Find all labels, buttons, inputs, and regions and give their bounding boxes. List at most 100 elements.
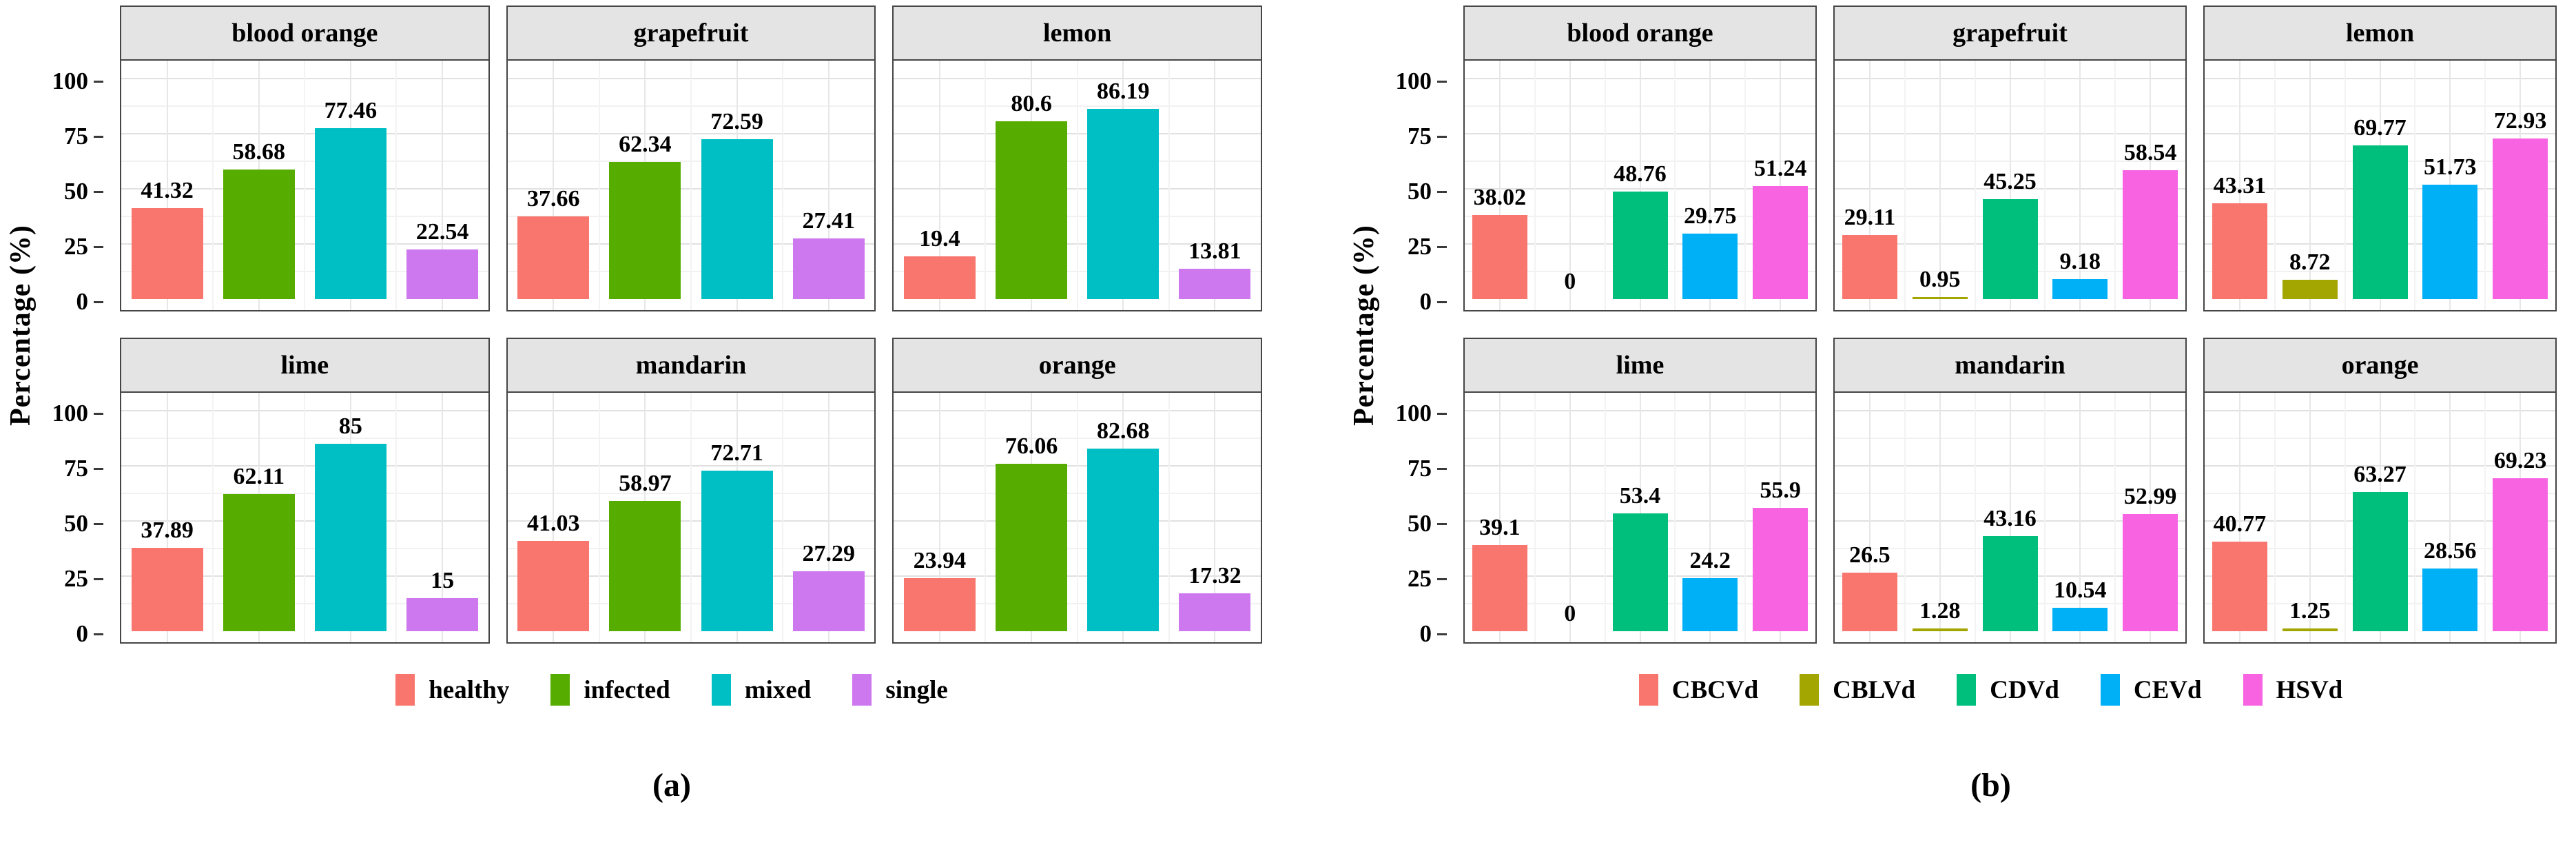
y-axis: 0 25 50 75 100 xyxy=(1385,338,1447,647)
gridline-vertical-minor xyxy=(1534,393,1536,642)
y-axis-tick-label: 100 xyxy=(1395,400,1432,427)
y-axis-tick xyxy=(1437,245,1447,248)
gridline-vertical-major xyxy=(2238,393,2240,642)
y-axis-tick xyxy=(1437,412,1447,415)
bar-value-label: 45.25 xyxy=(1983,169,2037,195)
legend-b: CBCVd CBLVd CDVd CEVd HSVd xyxy=(1405,674,2576,706)
facet-panel: 39.1 0 53.4 24.2 55.9 xyxy=(1463,391,1817,644)
bar-value-label: 62.34 xyxy=(619,131,672,157)
legend-swatch-icon xyxy=(2243,674,2263,706)
y-axis-tick xyxy=(1437,80,1447,83)
facet-panel: 41.32 58.68 77.46 22.54 xyxy=(120,59,490,311)
gridline-vertical-major xyxy=(1939,393,1941,642)
bar-CEVd xyxy=(2052,608,2108,631)
gridline-vertical-minor xyxy=(1904,61,1906,310)
bar-CDVd xyxy=(1612,191,1668,299)
y-axis-tick-label: 100 xyxy=(52,68,89,94)
legend-item-single: single xyxy=(852,674,948,706)
facet-mandarin: mandarin 26.5 1.28 43.16 10.54 52.99 xyxy=(1833,338,2187,645)
gridline-vertical-major xyxy=(442,61,444,310)
y-axis-tick-label: 75 xyxy=(64,455,88,482)
bar-value-label: 13.81 xyxy=(1188,238,1241,264)
gridline-vertical-minor xyxy=(212,61,214,310)
facet-grid-a: 0 25 50 75 100 blood orange 41.32 58.68 77.46 22.… xyxy=(41,6,1281,647)
legend-swatch-icon xyxy=(1638,674,1658,706)
y-axis-tick-label: 75 xyxy=(1408,455,1432,482)
bar-HSVd xyxy=(2123,514,2178,631)
y-axis-tick-label: 25 xyxy=(1408,233,1432,260)
bar-value-label: 41.03 xyxy=(527,510,580,536)
bar-CBCVd xyxy=(1842,573,1897,631)
bar-CBCVd xyxy=(1472,544,1527,631)
gridline-vertical-major xyxy=(1709,393,1711,642)
bar-single xyxy=(406,598,479,631)
y-axis-title: Percentage (%) xyxy=(5,225,37,426)
bar-value-label: 43.16 xyxy=(1983,505,2037,531)
gridline-vertical-minor xyxy=(2274,61,2276,310)
bar-value-label: 27.41 xyxy=(802,208,855,234)
caption-b: (b) xyxy=(1970,767,2011,803)
gridline-vertical-minor xyxy=(2044,393,2046,642)
gridline-vertical-minor xyxy=(598,393,600,642)
gridline-vertical-major xyxy=(2009,61,2011,310)
bar-value-label: 38.02 xyxy=(1473,185,1527,211)
bar-single xyxy=(1179,593,1251,631)
gridline-vertical-major xyxy=(166,393,168,642)
y-axis-tick xyxy=(94,633,103,635)
y-axis-tick-label: 0 xyxy=(1419,620,1432,647)
bar-value-label: 26.5 xyxy=(1849,542,1890,569)
y-axis-tick xyxy=(1437,467,1447,470)
y-axis-tick-label: 25 xyxy=(64,565,88,592)
bar-value-label: 58.97 xyxy=(619,471,672,497)
bar-value-label: 85 xyxy=(338,413,362,439)
bar-healthy xyxy=(131,547,203,631)
bar-value-label: 28.56 xyxy=(2424,538,2477,564)
y-axis-tick xyxy=(1437,633,1447,635)
bar-CEVd xyxy=(1682,577,1738,631)
y-axis: 0 25 50 75 100 xyxy=(41,6,103,315)
bar-value-label: 37.89 xyxy=(141,517,194,543)
gridline-vertical-major xyxy=(1569,393,1571,642)
legend-item-CBLVd: CBLVd xyxy=(1800,674,1915,706)
bar-CBCVd xyxy=(2212,541,2267,631)
gridline-vertical-major xyxy=(1780,61,1782,310)
bar-CEVd xyxy=(1682,233,1738,299)
gridline-vertical-major xyxy=(827,61,830,310)
bar-healthy xyxy=(131,207,203,299)
gridline-vertical-minor xyxy=(1974,61,1976,310)
gridline-vertical-major xyxy=(442,393,444,642)
bar-CDVd xyxy=(1982,535,2038,631)
legend-a: healthy infected mixed single xyxy=(62,674,1281,706)
y-axis-scale: 0 25 50 75 100 xyxy=(41,61,103,315)
bar-value-label: 0 xyxy=(1564,269,1576,294)
legend-label: CBLVd xyxy=(1833,675,1916,704)
bar-value-label: 72.93 xyxy=(2493,108,2547,134)
bar-infected xyxy=(996,121,1068,299)
legend-item-infected: infected xyxy=(550,674,670,706)
gridline-vertical-minor xyxy=(1168,393,1170,642)
y-axis-tick xyxy=(1437,190,1447,193)
gridline-vertical-minor xyxy=(1904,393,1906,642)
y-axis-tick-label: 100 xyxy=(52,400,89,427)
gridline-vertical-minor xyxy=(985,61,987,310)
gridline-vertical-minor xyxy=(985,393,987,642)
gridline-vertical-minor xyxy=(304,393,306,642)
gridline-vertical-minor xyxy=(2344,393,2346,642)
bar-CBLVd xyxy=(1912,296,1968,299)
gridline-vertical-minor xyxy=(2114,61,2116,310)
gridline-vertical-minor xyxy=(1744,393,1746,642)
bar-value-label: 69.77 xyxy=(2353,114,2407,141)
legend-label: CDVd xyxy=(1990,675,2059,704)
bar-value-label: 77.46 xyxy=(324,98,378,124)
legend-label: CEVd xyxy=(2133,675,2202,704)
bar-value-label: 41.32 xyxy=(141,177,194,203)
bar-value-label: 0.95 xyxy=(1919,266,1961,292)
chart-b: Percentage (%) 0 25 50 75 100 blood orange 38.… xyxy=(1281,0,2576,860)
gridline-vertical-minor xyxy=(1744,61,1746,310)
bar-value-label: 63.27 xyxy=(2353,461,2407,487)
legend-item-healthy: healthy xyxy=(395,674,509,706)
facet-grapefruit: grapefruit 37.66 62.34 72.59 27.41 xyxy=(506,6,876,313)
legend-swatch-icon xyxy=(1957,674,1977,706)
facet-lemon: lemon 43.31 8.72 69.77 51.73 72.93 xyxy=(2203,6,2557,313)
